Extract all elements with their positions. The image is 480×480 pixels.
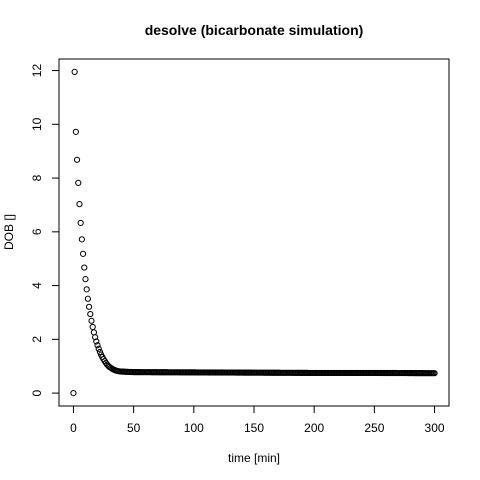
x-axis-label: time [min]	[228, 451, 280, 465]
data-point	[71, 68, 78, 76]
data-point	[431, 370, 438, 377]
y-axis: 0 2 4 6 8 10 12	[30, 64, 60, 396]
data-point	[78, 236, 85, 243]
data-point	[93, 338, 100, 345]
data-point	[77, 219, 84, 227]
data-point	[95, 345, 102, 352]
y-tick-label: 8	[30, 174, 44, 181]
x-tick-label: 250	[364, 421, 384, 435]
data-points	[70, 68, 438, 397]
y-tick-label: 10	[30, 117, 44, 131]
data-point	[72, 128, 79, 135]
data-point	[82, 276, 89, 283]
x-axis: 0 50 100 150 200 250 300	[70, 405, 445, 435]
data-point	[83, 286, 90, 293]
data-point	[92, 334, 99, 341]
x-tick-label: 0	[70, 421, 77, 435]
x-tick-label: 150	[244, 421, 264, 435]
y-tick-label: 0	[30, 389, 44, 396]
data-point	[70, 389, 77, 397]
y-tick-label: 4	[30, 282, 44, 289]
data-point	[79, 250, 87, 257]
chart-title: desolve (bicarbonate simulation)	[145, 22, 364, 38]
y-tick-label: 12	[30, 64, 44, 78]
data-point	[84, 295, 91, 302]
y-tick-label: 2	[30, 336, 44, 343]
data-point	[73, 156, 81, 163]
data-point	[88, 317, 95, 324]
data-point	[94, 342, 101, 349]
x-tick-label: 50	[127, 421, 141, 435]
y-axis-label: DOB []	[2, 214, 16, 250]
x-tick-label: 300	[425, 421, 445, 435]
data-point	[81, 264, 88, 271]
data-point	[75, 179, 82, 187]
y-tick-label: 6	[30, 228, 44, 235]
data-point	[76, 201, 83, 208]
data-point	[85, 303, 93, 310]
x-tick-label: 100	[184, 421, 204, 435]
data-point	[87, 310, 94, 318]
x-tick-label: 200	[304, 421, 324, 435]
